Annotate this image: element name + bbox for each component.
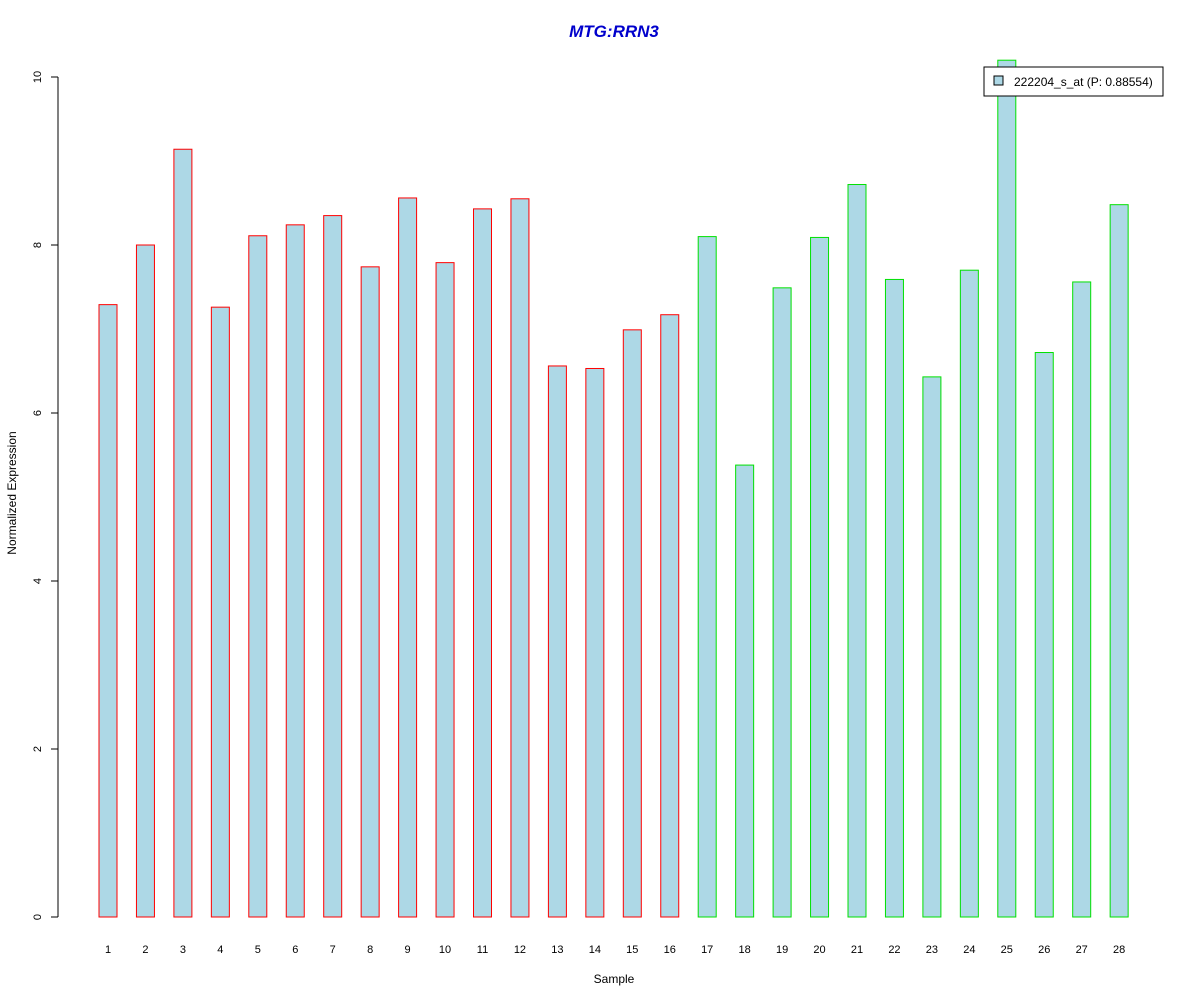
bar-sample-20 <box>810 236 830 918</box>
bar-sample-4 <box>210 306 230 918</box>
bar-sample-8 <box>360 266 380 918</box>
bar-sample-5 <box>248 235 268 918</box>
x-tick-label: 15 <box>626 944 638 956</box>
x-tick-label: 19 <box>776 944 788 956</box>
x-tick-label: 24 <box>963 944 975 956</box>
y-axis: 0 2 4 6 8 10 <box>32 71 59 920</box>
legend-label: 222204_s_at (P: 0.88554) <box>1014 75 1153 89</box>
x-tick-label: 26 <box>1038 944 1050 956</box>
bar-sample-23 <box>922 376 942 918</box>
bar-sample-12 <box>510 198 530 918</box>
x-tick-label: 4 <box>217 944 223 956</box>
bar-sample-10 <box>435 262 455 918</box>
x-tick-label: 25 <box>1001 944 1013 956</box>
y-tick-label: 2 <box>32 746 44 752</box>
x-tick-label: 16 <box>664 944 676 956</box>
bar-sample-28 <box>1109 204 1129 918</box>
x-tick-label: 13 <box>551 944 563 956</box>
bar-sample-26 <box>1034 352 1054 918</box>
y-tick-label: 4 <box>32 578 44 584</box>
bar-sample-16 <box>660 314 680 918</box>
bar-sample-6 <box>285 224 305 918</box>
bar-sample-24 <box>959 269 979 918</box>
bars <box>98 59 1129 918</box>
bar-sample-22 <box>884 278 904 918</box>
x-tick-label: 22 <box>888 944 900 956</box>
y-axis-label: Normalized Expression <box>5 431 19 554</box>
x-tick-label: 6 <box>292 944 298 956</box>
x-axis-tick-labels: 1 2 3 4 5 6 7 8 9 10 11 12 13 14 15 16 17 18 19 20 21 22 23 24 2… <box>105 944 1125 956</box>
x-tick-label: 8 <box>367 944 373 956</box>
x-tick-label: 18 <box>739 944 751 956</box>
bar-sample-13 <box>547 365 567 918</box>
bar-sample-17 <box>697 236 717 918</box>
bar-sample-27 <box>1072 281 1092 918</box>
x-tick-label: 1 <box>105 944 111 956</box>
x-tick-label: 21 <box>851 944 863 956</box>
y-tick-label: 10 <box>32 71 44 83</box>
bar-sample-9 <box>398 197 418 918</box>
bar-sample-19 <box>772 287 792 918</box>
bar-sample-11 <box>473 208 492 918</box>
x-tick-label: 27 <box>1076 944 1088 956</box>
x-tick-label: 11 <box>477 944 488 956</box>
legend-box <box>983 66 1164 97</box>
bar-sample-2 <box>135 244 155 918</box>
bar-sample-3 <box>173 148 193 918</box>
x-tick-label: 9 <box>405 944 411 956</box>
bar-sample-21 <box>847 184 867 918</box>
x-tick-label: 28 <box>1113 944 1125 956</box>
x-tick-label: 3 <box>180 944 186 956</box>
x-tick-label: 17 <box>701 944 713 956</box>
y-tick-label: 8 <box>32 242 44 248</box>
bar-sample-1 <box>98 304 118 918</box>
x-axis-label: Sample <box>594 972 635 986</box>
x-tick-label: 7 <box>330 944 336 956</box>
chart-title: MTG:RRN3 <box>569 22 659 41</box>
bar-sample-18 <box>735 464 755 918</box>
x-tick-label: 20 <box>813 944 825 956</box>
bar-sample-25 <box>997 59 1017 918</box>
bar-sample-14 <box>585 367 605 918</box>
x-tick-label: 12 <box>514 944 526 956</box>
bar-sample-15 <box>622 329 642 918</box>
x-tick-label: 2 <box>142 944 148 956</box>
legend-swatch <box>993 75 1004 86</box>
y-tick-label: 6 <box>32 410 44 416</box>
x-tick-label: 23 <box>926 944 938 956</box>
legend: 222204_s_at (P: 0.88554) <box>983 66 1164 97</box>
bar-sample-7 <box>323 215 343 918</box>
x-tick-label: 10 <box>439 944 451 956</box>
x-tick-label: 5 <box>255 944 261 956</box>
x-tick-label: 14 <box>589 944 601 956</box>
y-tick-label: 0 <box>32 914 44 920</box>
